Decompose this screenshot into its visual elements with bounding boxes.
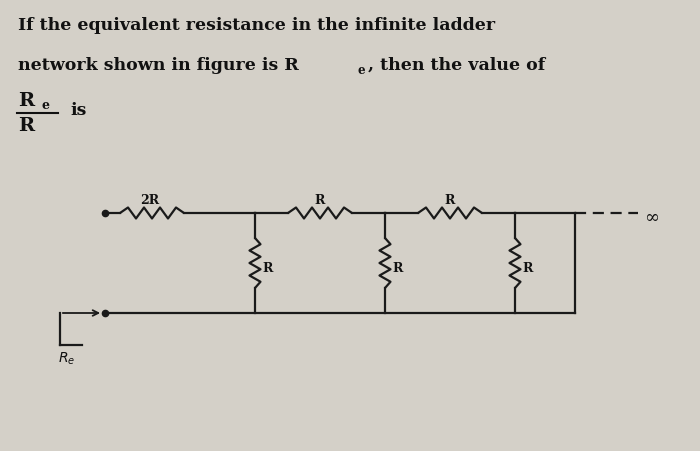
Text: R: R xyxy=(262,262,272,274)
Text: $R_e$: $R_e$ xyxy=(58,350,75,367)
Text: ∞: ∞ xyxy=(644,208,659,226)
Text: If the equivalent resistance in the infinite ladder: If the equivalent resistance in the infi… xyxy=(18,17,495,34)
Text: e: e xyxy=(358,64,365,77)
Text: network shown in figure is R: network shown in figure is R xyxy=(18,57,299,74)
Text: , then the value of: , then the value of xyxy=(368,57,545,74)
Text: R: R xyxy=(392,262,402,274)
Text: R: R xyxy=(18,117,34,135)
Text: R: R xyxy=(18,92,34,110)
Text: is: is xyxy=(70,102,86,119)
Text: R: R xyxy=(314,193,324,207)
Text: R: R xyxy=(522,262,533,274)
Text: 2R: 2R xyxy=(140,193,159,207)
Text: R: R xyxy=(444,193,454,207)
Text: e: e xyxy=(42,99,50,112)
